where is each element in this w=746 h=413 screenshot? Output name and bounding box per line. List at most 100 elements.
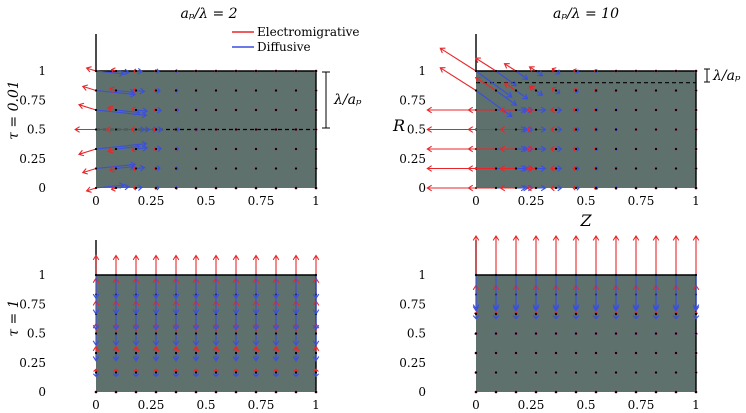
grid-point: [254, 69, 258, 73]
x-tick-label: 0: [472, 194, 480, 208]
diffusive-flux-arrow: [212, 313, 220, 331]
grid-point: [574, 89, 578, 92]
y-tick-label: 0.5: [407, 327, 426, 341]
diffusive-flux-arrow: [495, 89, 518, 106]
grid-point: [674, 147, 678, 151]
grid-point: [194, 186, 198, 190]
grid-point: [474, 273, 478, 277]
diffusive-flux-arrow: [172, 332, 180, 347]
grid-point: [674, 128, 678, 131]
grid-point: [654, 312, 658, 316]
grid-point: [314, 273, 318, 277]
diffusive-flux-arrow: [252, 332, 260, 347]
grid-point: [254, 371, 258, 374]
electromigrative-flux-arrow: [572, 234, 580, 276]
electromigrative-flux-arrow: [439, 67, 477, 92]
grid-point: [94, 69, 98, 73]
grid-point: [194, 390, 198, 394]
grid-point: [514, 108, 518, 112]
electromigrative-flux-arrow: [92, 254, 100, 276]
diffusive-flux-arrow: [232, 313, 240, 331]
diffusive-flux-arrow: [272, 352, 280, 362]
grid-point: [474, 371, 478, 374]
grid-point: [614, 273, 618, 277]
grid-point: [554, 128, 558, 131]
diffusive-flux-arrow: [472, 274, 480, 312]
electromigrative-flux-arrow: [212, 254, 220, 276]
diffusive-flux-arrow: [272, 332, 280, 347]
diffusive-flux-arrow: [92, 332, 100, 347]
electromigrative-flux-arrow: [492, 234, 500, 276]
grid-point: [274, 128, 278, 131]
grid-point: [134, 371, 138, 374]
grid-point: [114, 390, 118, 394]
diffusive-flux-arrow: [132, 352, 140, 362]
grid-point: [294, 167, 298, 170]
grid-point: [174, 351, 178, 355]
grid-point: [654, 167, 658, 170]
y-tick-label: 0.5: [407, 123, 426, 137]
grid-point: [534, 167, 538, 170]
diffusive-flux-arrow: [535, 184, 547, 192]
grid-point: [134, 390, 138, 394]
grid-point: [314, 371, 318, 374]
grid-point: [594, 312, 598, 316]
grid-point: [114, 351, 118, 355]
grid-point: [614, 312, 618, 316]
grid-point: [494, 147, 498, 151]
grid-point: [674, 108, 678, 112]
grid-point: [674, 186, 678, 190]
grid-point: [694, 332, 698, 335]
diffusive-flux-arrow: [192, 313, 200, 331]
grid-point: [194, 89, 198, 92]
grid-point: [554, 167, 558, 170]
grid-point: [574, 167, 578, 170]
grid-point: [554, 273, 558, 277]
grid-point: [554, 332, 558, 335]
y-tick-label: 0.5: [27, 327, 46, 341]
electromigrative-flux-arrow: [474, 57, 497, 72]
grid-point: [274, 108, 278, 112]
grid-point: [114, 332, 118, 335]
grid-point: [514, 147, 518, 151]
grid-point: [174, 128, 178, 131]
grid-point: [254, 89, 258, 92]
annotation-right-text: λ/aₚ: [712, 68, 741, 84]
grid-point: [594, 69, 598, 73]
grid-point: [294, 89, 298, 92]
row-label-top: τ = 0.01: [6, 80, 22, 140]
grid-point: [534, 371, 538, 374]
diffusive-flux-arrow: [612, 274, 620, 312]
grid-point: [254, 186, 258, 190]
y-tick-label: 0.75: [399, 93, 426, 107]
grid-point: [134, 273, 138, 277]
grid-point: [94, 186, 98, 190]
electromigrative-flux-arrow: [467, 106, 497, 114]
electromigrative-flux-arrow: [692, 234, 700, 276]
x-tick-label: 0: [92, 194, 100, 208]
grid-point: [574, 128, 578, 131]
diffusive-flux-arrow: [515, 89, 529, 100]
y-tick-label: 0.25: [399, 152, 426, 166]
diffusive-flux-arrow: [92, 274, 100, 300]
grid-point: [554, 390, 558, 394]
electromigrative-flux-arrow: [312, 254, 320, 276]
diffusive-flux-arrow: [115, 183, 131, 191]
grid-point: [594, 371, 598, 374]
y-tick-label: 0.75: [399, 297, 426, 311]
y-tick-label: 1: [38, 268, 46, 282]
grid-point: [274, 371, 278, 374]
electromigrative-flux-arrow: [499, 165, 517, 172]
diffusive-flux-arrow: [115, 68, 131, 76]
grid-point: [574, 69, 578, 73]
diffusive-flux-arrow: [512, 274, 520, 312]
diffusive-flux-arrow: [535, 126, 547, 133]
grid-point: [694, 312, 698, 316]
electromigrative-flux-arrow: [105, 126, 117, 133]
x-tick-label: 0.75: [628, 398, 655, 412]
diffusive-flux-arrow: [535, 106, 547, 114]
diffusive-flux-arrow: [495, 70, 518, 87]
y-tick-label: 0.75: [19, 93, 46, 107]
grid-point: [634, 351, 638, 355]
